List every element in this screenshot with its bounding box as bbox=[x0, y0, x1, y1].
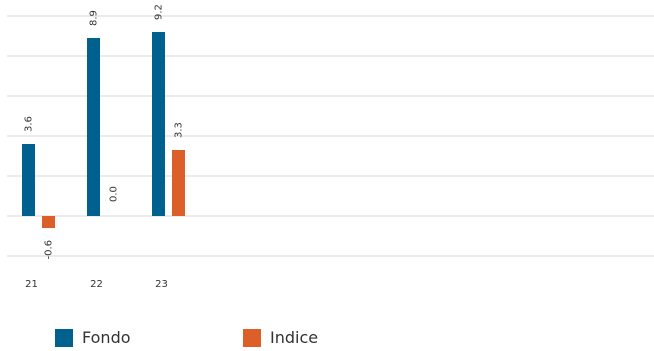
x-tick-label-23: 23 bbox=[155, 279, 168, 290]
data-label-fondo-21: 3.6 bbox=[24, 116, 35, 132]
bar-indice-21 bbox=[42, 216, 55, 228]
x-tick-label-22: 22 bbox=[90, 279, 103, 290]
data-label-indice-23: 3.3 bbox=[174, 122, 185, 138]
data-label-fondo-22: 8.9 bbox=[89, 10, 100, 26]
bar-fondo-23 bbox=[152, 32, 165, 216]
legend-swatch-fondo bbox=[55, 328, 73, 347]
legend-item-indice: Indice bbox=[243, 328, 318, 347]
bar-indice-23 bbox=[172, 150, 185, 216]
legend-label-fondo: Fondo bbox=[82, 328, 131, 347]
data-label-indice-21: -0.6 bbox=[44, 240, 55, 260]
bar-fondo-22 bbox=[87, 38, 100, 216]
x-tick-label-21: 21 bbox=[25, 279, 38, 290]
bar-chart: 3.6 -0.6 21 8.9 0.0 22 9.2 3.3 23 bbox=[7, 4, 654, 290]
legend-item-fondo: Fondo bbox=[55, 328, 131, 347]
legend-label-indice: Indice bbox=[270, 328, 319, 347]
chart-legend: Fondo Indice bbox=[0, 328, 654, 351]
data-label-fondo-23: 9.2 bbox=[154, 4, 165, 20]
data-label-indice-22: 0.0 bbox=[109, 186, 120, 202]
legend-swatch-indice bbox=[243, 328, 261, 347]
bar-fondo-21 bbox=[22, 144, 35, 216]
